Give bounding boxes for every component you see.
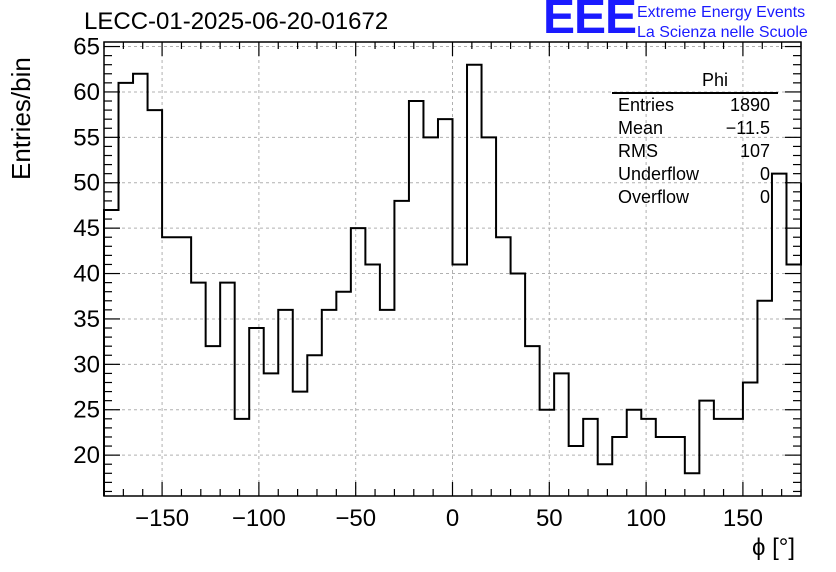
stats-row-mean: Mean −11.5 — [612, 117, 778, 140]
y-tick-label: 35 — [73, 306, 100, 333]
y-tick-label: 25 — [73, 397, 100, 424]
stats-row-rms: RMS 107 — [612, 140, 778, 163]
stats-key: Overflow — [618, 187, 690, 207]
eee-logo: EEE — [543, 0, 637, 44]
stats-title: Phi — [612, 70, 778, 94]
stats-value: 0 — [759, 187, 770, 207]
y-tick-label: 20 — [73, 442, 100, 469]
y-tick-label: 30 — [73, 351, 100, 378]
stats-row-entries: Entries 1890 — [612, 94, 778, 117]
x-tick-label: 150 — [723, 505, 763, 532]
y-tick-label: 55 — [73, 124, 100, 151]
x-axis-label: ϕ [°] — [752, 534, 796, 561]
stats-row-underflow: Underflow 0 — [612, 163, 778, 186]
stats-row-overflow: Overflow 0 — [612, 186, 778, 209]
stats-key: Entries — [618, 95, 675, 115]
chart-title: LECC-01-2025-06-20-01672 — [84, 8, 389, 35]
histogram-line — [103, 63, 802, 496]
stats-value: 0 — [759, 164, 770, 184]
x-tick-label: −100 — [232, 505, 286, 532]
logo-line-2: La Scienza nelle Scuole — [637, 24, 808, 41]
y-tick-label: 60 — [73, 79, 100, 106]
x-tick-label: 50 — [536, 505, 563, 532]
stats-value: 1890 — [729, 95, 770, 115]
x-tick-label: 0 — [446, 505, 459, 532]
y-tick-label: 50 — [73, 170, 100, 197]
stats-box: Phi Entries 1890 Mean −11.5 RMS 107 Unde… — [612, 70, 778, 209]
y-axis-label: Entries/bin — [6, 57, 36, 180]
y-tick-label: 40 — [73, 261, 100, 288]
stats-key: Underflow — [618, 164, 700, 184]
logo-line-1: Extreme Energy Events — [637, 4, 806, 21]
y-tick-label: 45 — [73, 215, 100, 242]
stats-key: RMS — [618, 141, 658, 161]
x-tick-label: 100 — [626, 505, 666, 532]
stats-key: Mean — [618, 118, 664, 138]
axis-ticks — [103, 42, 802, 496]
tick-labels: −150 −100 −50 0 50 100 150 20 25 30 35 40 45 50 55 60 65 — [73, 34, 763, 532]
stats-value: −11.5 — [725, 118, 770, 138]
x-tick-label: −50 — [335, 505, 376, 532]
x-tick-label: −150 — [135, 505, 189, 532]
y-tick-label: 65 — [73, 34, 100, 61]
stats-value: 107 — [739, 141, 770, 161]
